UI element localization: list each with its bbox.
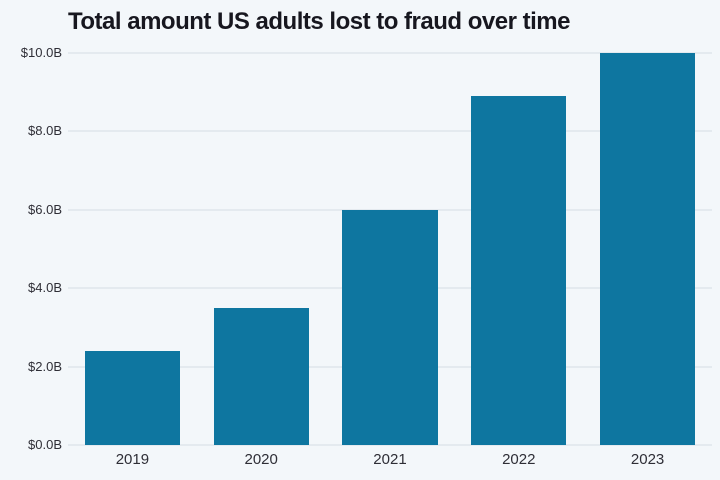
bar-cell-2023 [583,53,712,445]
x-tick-label: 2019 [115,451,150,468]
bar-2020 [213,307,309,445]
y-tick-label: $8.0B [28,123,62,139]
x-tick-label: 2021 [373,451,407,468]
bar-cell-2020 [197,53,326,445]
chart-title: Total amount US adults lost to fraud ove… [68,8,570,35]
bar-2023 [599,53,696,445]
y-tick-label: $4.0B [28,280,62,296]
bar-cell-2022 [454,53,583,445]
gridline [68,52,712,54]
bar-2021 [342,209,438,445]
bar-cell-2021 [326,53,455,445]
y-tick-label: $0.0B [28,437,62,452]
bars-group [68,53,712,445]
x-tick-label: 2022 [502,451,536,468]
x-tick-label: 2020 [244,451,278,468]
gridline [68,444,712,446]
gridline [68,130,712,133]
bar-2022 [471,96,567,445]
y-tick-label: $6.0B [28,201,62,217]
y-axis: $0.0B $2.0B $4.0B $6.0B $8.0B $10.0B [0,45,62,452]
plot-area [68,52,712,446]
bar-2019 [84,350,181,445]
bar-cell-2019 [68,53,197,445]
y-tick-label: $10.0B [20,45,62,60]
x-tick-label: 2023 [630,451,665,468]
y-tick-label: $2.0B [28,358,62,374]
x-axis: 2019 2020 2021 2022 2023 [68,450,712,472]
